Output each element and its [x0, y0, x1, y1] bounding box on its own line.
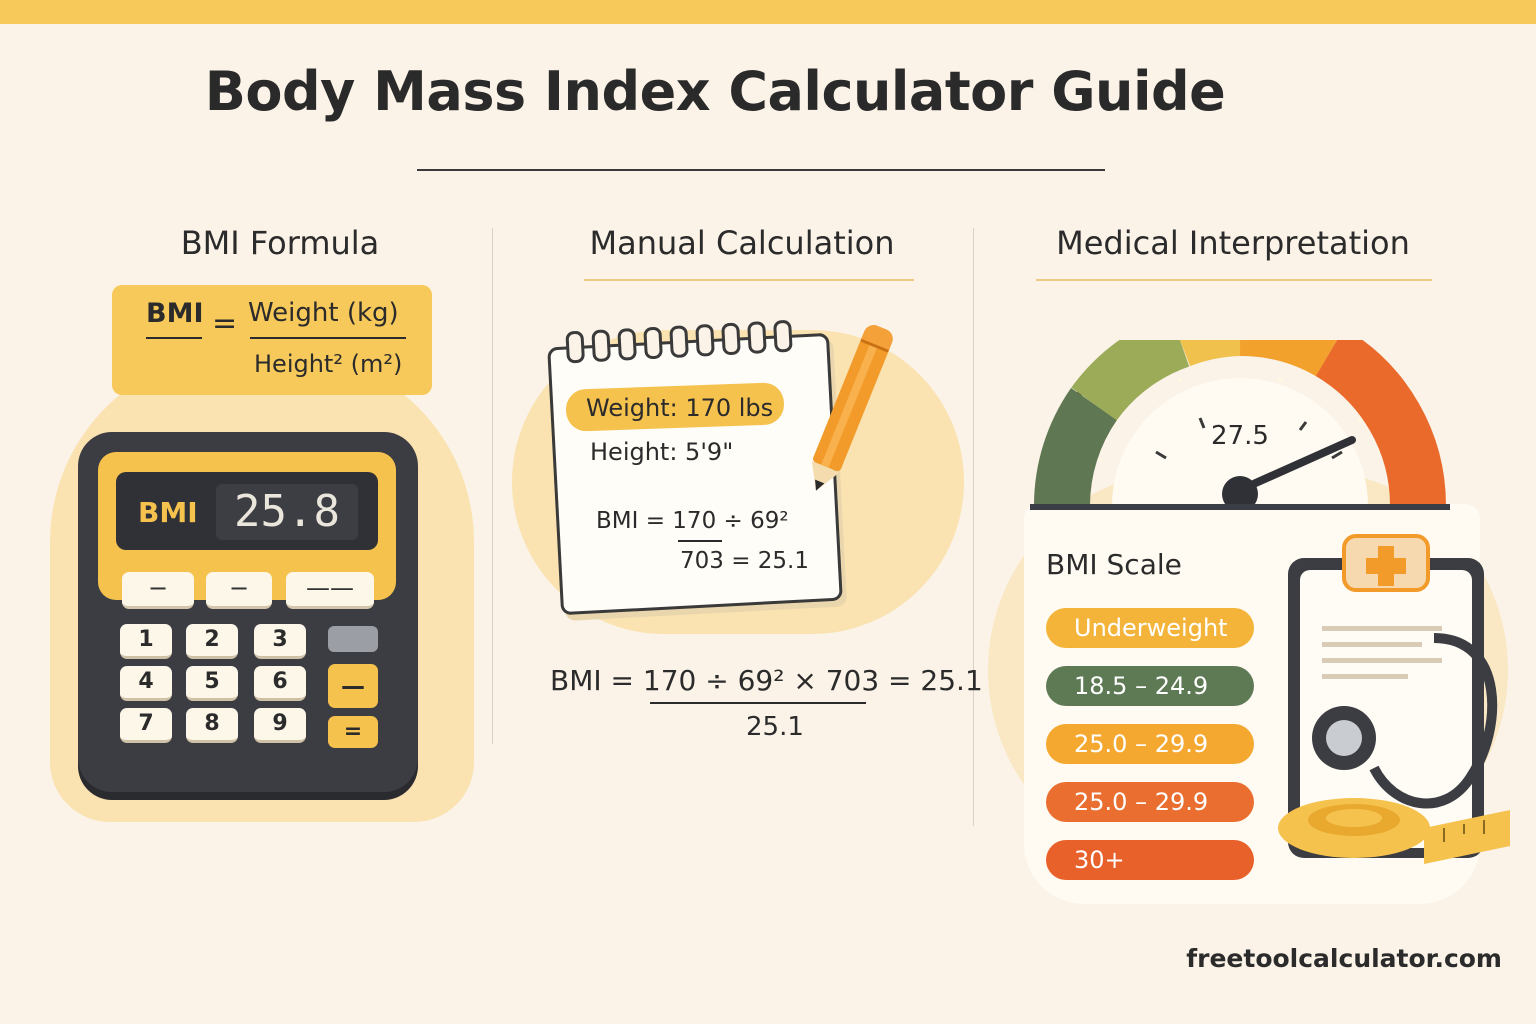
column-divider-right: [973, 228, 974, 826]
manual-formula-fraction-bar: [650, 702, 866, 704]
gauge-value: 27.5: [1211, 421, 1269, 451]
calculator-op-key: −: [122, 572, 194, 609]
page-title: Body Mass Index Calculator Guide: [204, 60, 1226, 123]
calculator-key: 8: [186, 708, 238, 743]
calculator-op-key: ——: [286, 572, 374, 609]
formula-box: [112, 285, 432, 395]
bmi-scale-item: 25.0 – 29.9: [1046, 782, 1254, 822]
section-heading-medical: Medical Interpretation: [1056, 224, 1410, 262]
notepad-fraction-bar: [678, 540, 722, 542]
notepad-weight: Weight: 170 lbs: [586, 394, 774, 422]
bmi-scale-title: BMI Scale: [1046, 548, 1182, 581]
notepad-formula-top: BMI = 170 ÷ 69²: [596, 508, 789, 534]
section-rule-manual: [584, 279, 914, 281]
notepad-formula-bottom: 703 = 25.1: [680, 548, 810, 574]
bmi-scale-item: Underweight: [1046, 608, 1254, 648]
top-accent-bar: [0, 0, 1536, 24]
formula-denominator: Height² (m²): [254, 350, 403, 378]
bmi-scale-item: 30+: [1046, 840, 1254, 880]
clipboard-stethoscope-icon: [1278, 534, 1510, 864]
bmi-gauge-icon: 27.5: [1030, 340, 1450, 510]
notepad-height: Height: 5'9": [590, 438, 734, 466]
formula-numerator: Weight (kg): [248, 298, 399, 328]
calculator-key: 9: [254, 708, 306, 743]
formula-lhs: BMI: [146, 298, 204, 329]
section-heading-manual: Manual Calculation: [589, 224, 895, 262]
footer-url[interactable]: freetoolcalculator.com: [1186, 944, 1502, 973]
bmi-scale-item: 25.0 – 29.9: [1046, 724, 1254, 764]
calculator-key: 5: [186, 666, 238, 701]
calculator-key: 2: [186, 624, 238, 659]
calculator-display-label: BMI: [138, 496, 198, 529]
calculator-key: 7: [120, 708, 172, 743]
column-divider-left: [492, 228, 493, 744]
section-heading-formula: BMI Formula: [180, 224, 380, 262]
manual-formula-result: 25.1: [746, 712, 804, 742]
calculator-display-value: 25.8: [234, 486, 340, 537]
title-divider: [417, 169, 1105, 171]
bmi-scale-item: 18.5 – 24.9: [1046, 666, 1254, 706]
manual-formula: BMI = 170 ÷ 69² × 703 = 25.1: [550, 664, 983, 697]
calculator-op-key: −: [206, 572, 272, 609]
formula-lhs-underline: [146, 337, 202, 339]
formula-equals: =: [212, 306, 238, 341]
calculator-key: 4: [120, 666, 172, 701]
calculator-key: 1: [120, 624, 172, 659]
calculator-equals-key: =: [328, 716, 378, 748]
calculator-key: 3: [254, 624, 306, 659]
calculator-clear-key: [328, 626, 378, 652]
calculator-key: 6: [254, 666, 306, 701]
formula-fraction-bar: [250, 337, 406, 339]
calculator-minus-key: —: [328, 664, 378, 708]
calculator-display-background: [216, 484, 358, 540]
section-rule-medical: [1036, 279, 1432, 281]
